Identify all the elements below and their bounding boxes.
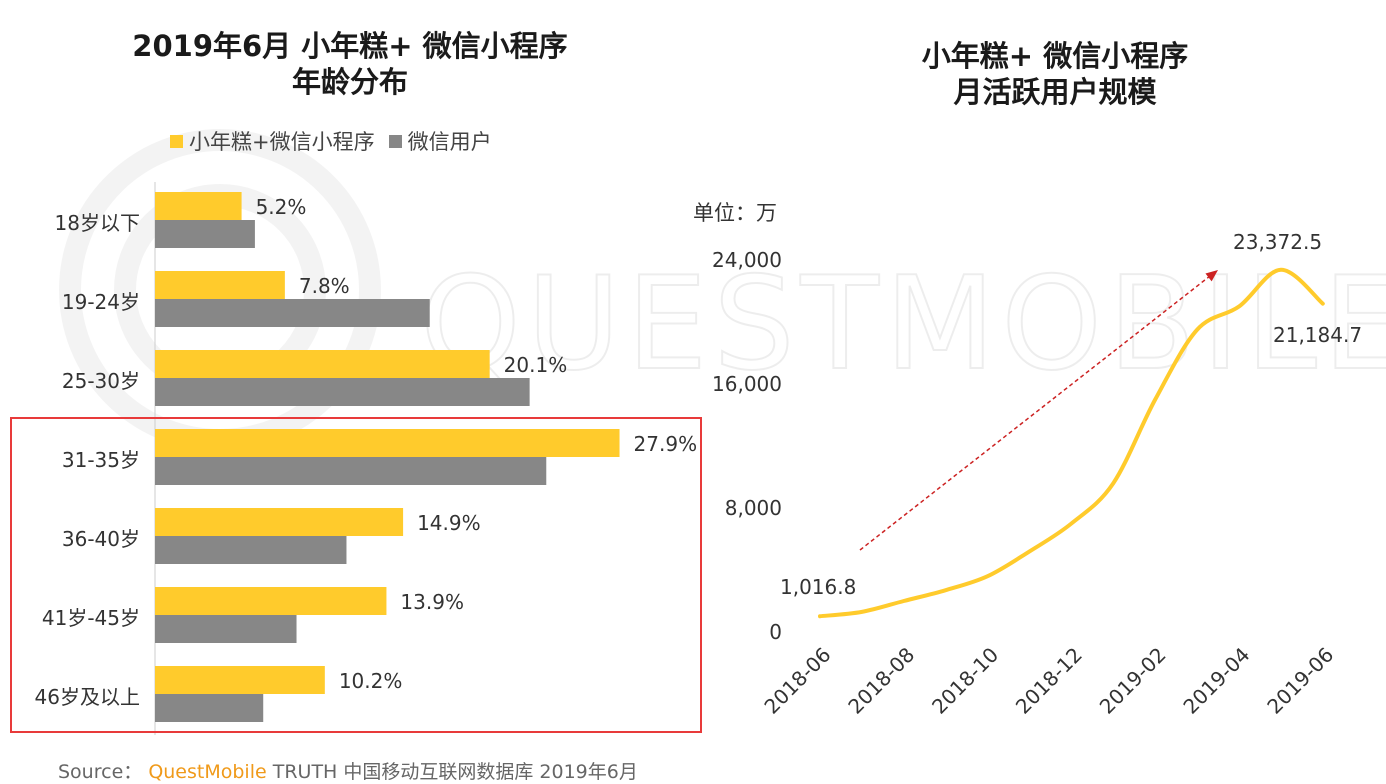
bar-legend: 小年糕+微信小程序 微信用户 [170,126,506,156]
category-label: 46岁及以上 [35,685,140,709]
annotation-start: 1,016.8 [780,575,856,599]
trend-arrow-head [1205,270,1218,282]
bar-wechat [155,694,264,722]
annotation-peak: 23,372.5 [1233,230,1322,254]
x-tick-label: 2018-10 [927,643,1003,719]
bar-xiaoniangao [155,350,490,378]
legend-item-xiaoniangao: 小年糕+微信小程序 [170,126,375,156]
trend-arrow-line [859,275,1211,551]
x-tick-label: 2019-04 [1178,643,1254,719]
y-tick-label: 16,000 [712,372,782,396]
left-title-line2: 年龄分布 [291,65,408,99]
right-title-line2: 月活跃用户规模 [953,75,1157,109]
bar-wechat [155,220,255,248]
left-chart-title: 2019年6月 小年糕+ 微信小程序 年龄分布 [100,28,600,100]
bar-wechat [155,378,530,406]
category-label: 36-40岁 [62,527,140,551]
legend-swatch-gray [388,134,402,148]
legend-label-xiaoniangao: 小年糕+微信小程序 [189,130,375,154]
category-label: 18岁以下 [55,211,140,235]
mau-point [860,610,864,614]
bar-xiaoniangao [155,508,404,536]
mau-line [818,267,1325,619]
x-tick-label: 2018-06 [759,643,835,719]
bar-wechat [155,615,297,643]
bar-value-label: 10.2% [339,669,403,693]
bar-value-label: 7.8% [299,274,350,298]
legend-item-wechat: 微信用户 [388,126,492,156]
x-tick-label: 2019-06 [1262,643,1338,719]
x-tick-label: 2018-08 [843,643,919,719]
bar-wechat [155,299,430,327]
mau-point [1321,302,1325,306]
mau-point [944,588,948,592]
source-prefix: Source： [58,761,143,783]
mau-point [818,614,822,618]
y-tick-label: 0 [769,620,782,644]
bar-value-label: 13.9% [400,590,464,614]
mau-point [1237,305,1241,308]
mau-point [1111,481,1115,485]
mau-point [1279,268,1283,272]
bar-xiaoniangao [155,666,325,694]
right-chart-title: 小年糕+ 微信小程序 月活跃用户规模 [855,38,1255,110]
bar-value-label: 20.1% [504,353,568,377]
x-tick-label: 2019-02 [1095,643,1171,719]
y-tick-label: 24,000 [712,248,782,272]
mau-point [1069,522,1073,525]
bar-xiaoniangao [155,429,620,457]
category-label: 41岁-45岁 [42,606,140,630]
bar-value-label: 27.9% [634,432,698,456]
highlight-box [10,417,702,733]
y-tick-label: 8,000 [725,496,782,520]
unit-label: 单位：万 [693,201,777,225]
bar-wechat [155,457,547,485]
mau-point [986,574,990,578]
mau-point [1153,398,1157,401]
source-rest: TRUTH 中国移动互联网数据库 2019年6月 [272,761,638,783]
source-brand: QuestMobile [148,761,267,783]
category-label: 25-30岁 [62,369,140,393]
source-line: Source： QuestMobile TRUTH 中国移动互联网数据库 201… [58,757,638,784]
bar-xiaoniangao [155,271,285,299]
mau-point [1195,328,1199,332]
category-label: 31-35岁 [62,448,140,472]
right-title-line1: 小年糕+ 微信小程序 [921,39,1189,73]
legend-label-wechat: 微信用户 [407,130,492,154]
bar-wechat [155,536,347,564]
bar-xiaoniangao [155,192,242,220]
annotation-end: 21,184.7 [1273,323,1362,347]
left-title-line1: 2019年6月 小年糕+ 微信小程序 [132,29,568,63]
x-tick-label: 2018-12 [1011,643,1087,719]
category-label: 19-24岁 [62,290,140,314]
bar-xiaoniangao [155,587,387,615]
legend-swatch-yellow [170,134,183,148]
mau-point [902,599,906,603]
mau-point [1028,549,1031,553]
bar-value-label: 14.9% [417,511,481,535]
bar-value-label: 5.2% [256,195,307,219]
